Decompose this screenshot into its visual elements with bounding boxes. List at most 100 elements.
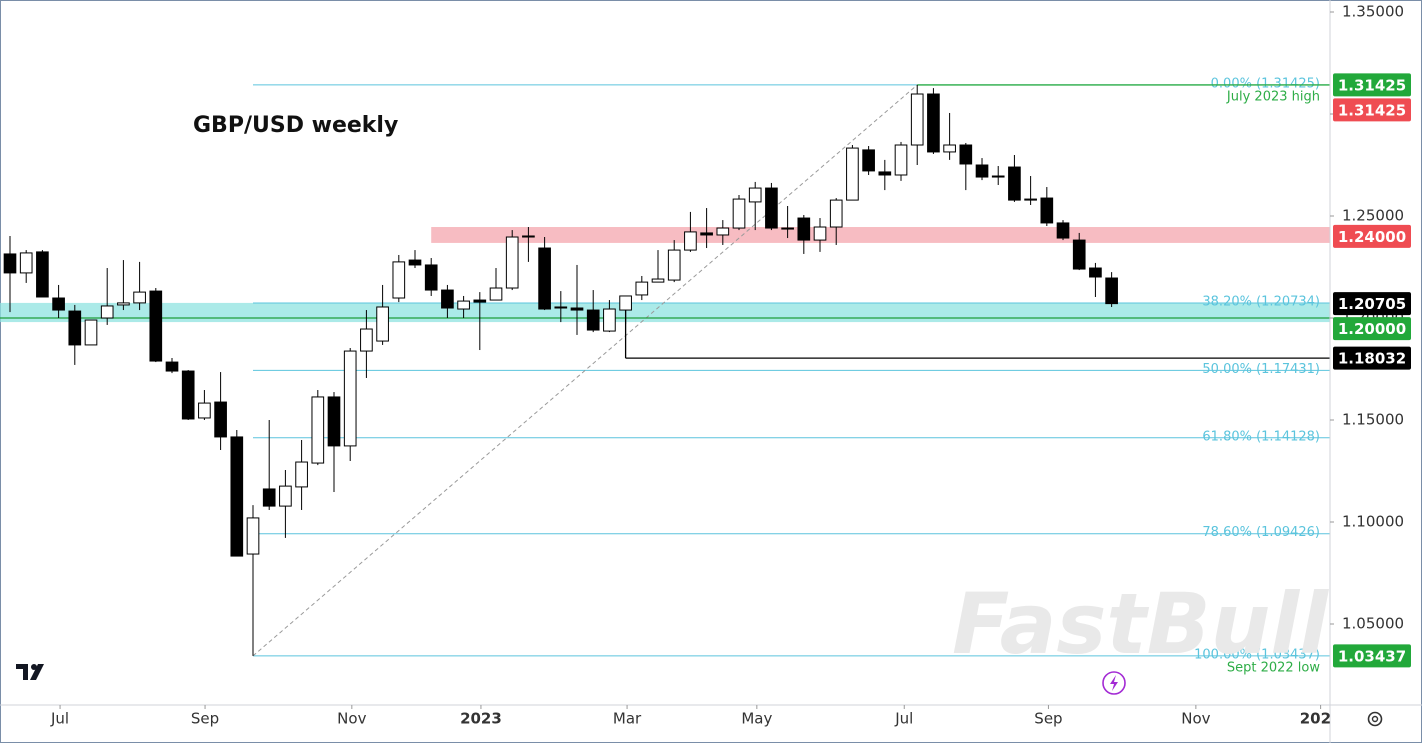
watermark: FastBull [952,575,1329,673]
candle-body [376,306,389,342]
price-flag [1333,292,1411,316]
y-tick-label: 1.10000 [1342,513,1404,531]
zone [0,302,1330,323]
price-flag-label: 1.20705 [1338,295,1406,313]
y-tick-label: 1.15000 [1342,411,1404,429]
candle-body [635,281,649,296]
candle-body [392,261,406,299]
candle-body [1089,267,1102,278]
price-flag [1333,346,1411,370]
x-tick-label: Jul [894,710,913,728]
chart-title: GBP/USD weekly [193,113,398,138]
candle-body [991,175,1005,178]
price-flag-label: 1.18032 [1338,350,1406,368]
candle-body [441,289,454,309]
price-flag [1333,98,1411,122]
fib-label: 50.00% (1.17431) [1202,362,1320,377]
candle-body [619,295,632,311]
x-tick-label: Sep [191,710,219,728]
price-flag [1333,224,1411,248]
fib-label: 100.00% (1.03437) [1194,647,1320,662]
candle-body [343,350,357,447]
x-tick-label: Nov [337,710,366,728]
candle-body [846,147,859,201]
price-flag-label: 1.03437 [1338,647,1406,665]
candle-body [700,232,713,236]
candle-body [586,309,600,331]
candle-body [910,93,924,146]
candle-body [1105,277,1118,305]
candle-body [927,93,940,153]
candle-body [117,302,130,306]
candle-body [408,259,422,266]
y-tick-label: 1.05000 [1342,615,1404,633]
price-flag-label: 1.20000 [1338,320,1406,338]
candle-body [975,164,989,178]
candle-body [651,278,665,283]
candle-body [862,149,875,172]
candle-body [829,199,843,228]
candle-body [748,187,762,203]
price-flag [1333,644,1411,668]
candle-body [667,249,681,281]
candle-body [214,401,227,438]
x-axis: Jul Sep Nov 2023 Mar May Jul Sep Nov 2024 [50,705,1330,728]
candle-body [732,198,746,229]
candle-body [295,461,308,488]
candle-body [19,252,33,274]
fib-label: 0.00% (1.31425) [1211,76,1320,91]
lightning-icon[interactable] [1102,671,1126,695]
annotation: July 2023 high [1226,89,1320,104]
candle-body [538,247,551,310]
candle-body [246,517,260,555]
settings-icon[interactable] [1367,711,1383,727]
candle-body [473,299,487,303]
candle-body [797,217,811,241]
candle-body [603,308,616,332]
candle-body [279,485,292,507]
candle-body [36,251,49,298]
candle-body [457,300,470,310]
x-tick-label: Jul [50,710,69,728]
candle-body [230,436,244,557]
price-flag-label: 1.24000 [1338,228,1406,246]
x-tick-label: Mar [613,710,642,728]
candle-body [570,307,584,311]
candle-body [894,144,908,176]
fib-label: 61.80% (1.14128) [1202,429,1320,444]
x-tick-label: Nov [1181,710,1210,728]
candle-body [262,488,276,507]
candle-body [554,306,568,309]
candle-body [489,287,503,301]
x-tick-label: May [741,710,772,728]
candle-body [716,227,730,236]
y-tick-label: 1.35000 [1342,2,1404,20]
plot-area: 0.00% (1.31425) 38.20% (1.20734) 50.00% (1… [0,76,1330,675]
fib-label: 78.60% (1.09426) [1202,525,1320,540]
candle-body [765,187,778,229]
tv-logo [16,664,44,680]
candle-body [133,291,146,304]
candle-body [149,290,163,362]
candle-body [1040,197,1054,224]
candle-body [181,370,195,420]
candle-body [84,319,98,346]
candle-body [781,227,794,230]
fib-trend-line [252,84,918,657]
x-tick-label: Sep [1034,710,1062,728]
candle-body [424,264,438,291]
candle-body [684,231,697,251]
x-tick-label: 2023 [460,710,502,728]
candle-body [522,235,535,238]
candle-body [327,396,341,447]
price-flag-label: 1.31425 [1338,101,1406,119]
candle-body [311,396,325,464]
candle-body [165,361,179,372]
candle-body [100,305,114,319]
annotation: Sept 2022 low [1227,660,1321,675]
candle-body [52,297,65,311]
price-flag-label: 1.31425 [1338,76,1406,94]
candle-body [1008,166,1021,201]
